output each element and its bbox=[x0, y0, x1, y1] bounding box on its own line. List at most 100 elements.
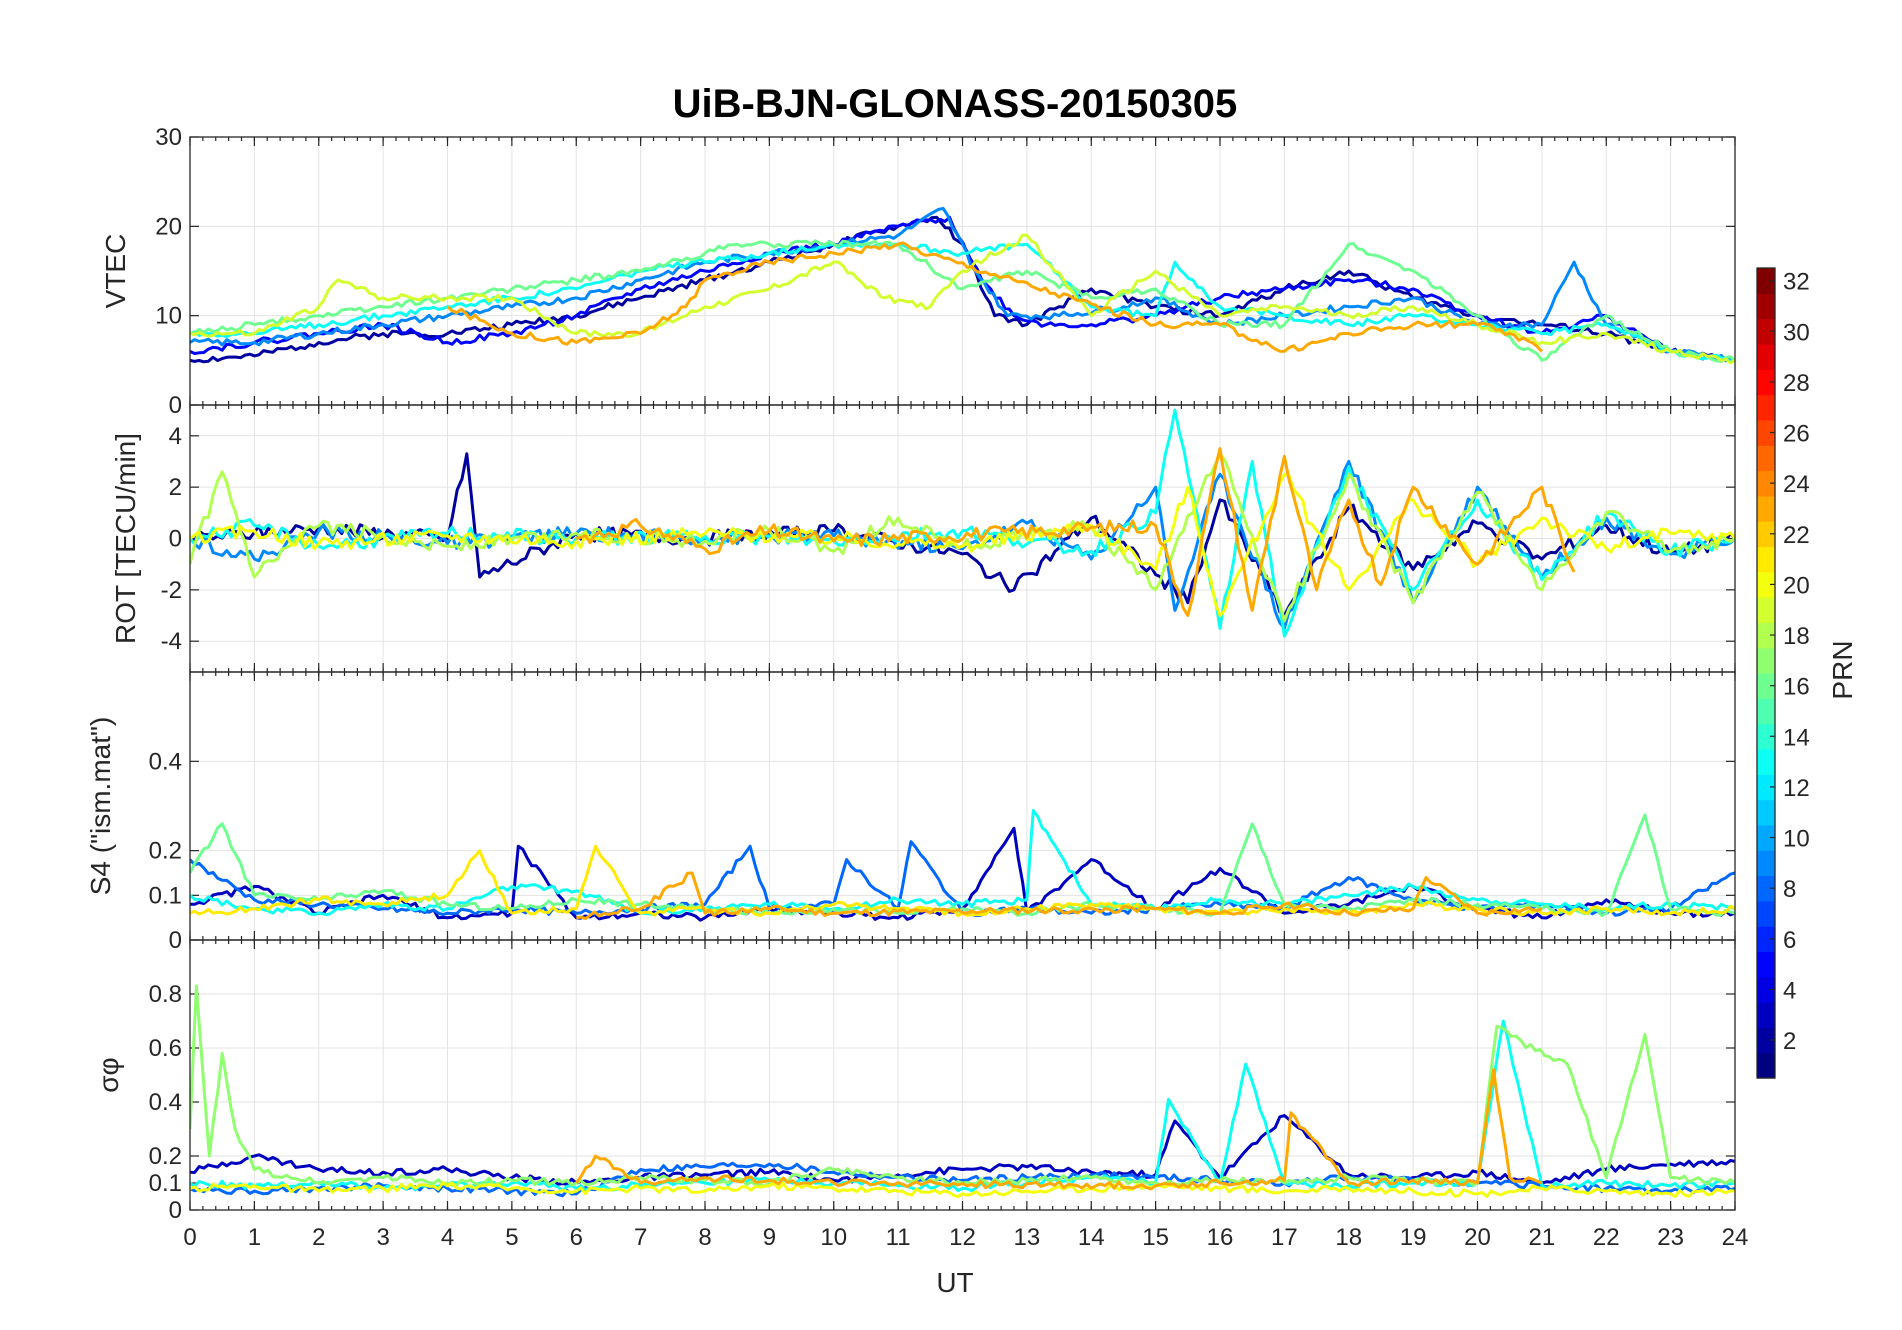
x-tick-label: 0 bbox=[183, 1224, 196, 1251]
colorbar-tick-label: 12 bbox=[1783, 775, 1810, 802]
y-tick-label: -4 bbox=[161, 628, 182, 655]
colorbar-segment bbox=[1757, 723, 1775, 750]
colorbar-segment bbox=[1757, 343, 1775, 370]
x-tick-label: 4 bbox=[441, 1224, 454, 1251]
panel-3: 0 0.1 0.2 0.4 S4 ("ism.mat") bbox=[85, 671, 1736, 954]
colorbar-segment bbox=[1757, 1002, 1775, 1028]
series-line-prn-9 bbox=[190, 460, 1735, 630]
colorbar-frame bbox=[1756, 267, 1776, 1079]
colorbar-tick-label: 6 bbox=[1783, 927, 1796, 954]
colorbar-segment bbox=[1757, 875, 1775, 902]
y-tick-label: 0 bbox=[169, 526, 182, 553]
x-tick-label: 21 bbox=[1529, 1224, 1556, 1251]
colorbar-segment bbox=[1757, 318, 1775, 345]
y-tick-label: 0 bbox=[169, 392, 182, 419]
x-tick-label: 9 bbox=[763, 1224, 776, 1251]
series-line-prn-20 bbox=[190, 1181, 1735, 1199]
colorbar-tick-label: 26 bbox=[1783, 421, 1810, 448]
colorbar-segment bbox=[1757, 774, 1775, 801]
colorbar-tick-label: 4 bbox=[1783, 977, 1796, 1004]
colorbar-segment bbox=[1757, 369, 1775, 396]
x-tick-label: 22 bbox=[1593, 1224, 1620, 1251]
colorbar-segment bbox=[1757, 419, 1775, 446]
colorbar-tick-label: 14 bbox=[1783, 724, 1810, 751]
x-tick-label: 11 bbox=[886, 1224, 911, 1251]
y-tick-label: 10 bbox=[155, 303, 182, 330]
y-tick-label: 0.4 bbox=[149, 748, 182, 775]
colorbar-segment bbox=[1757, 926, 1775, 953]
x-axis-label: UT bbox=[936, 1267, 973, 1298]
series-line-prn-13 bbox=[190, 408, 1735, 638]
y-tick-label: 0 bbox=[169, 1197, 182, 1224]
x-tick-label: 8 bbox=[698, 1224, 711, 1251]
x-tick-label: 5 bbox=[505, 1224, 518, 1251]
y-tick-label: 4 bbox=[169, 423, 182, 450]
colorbar-segment bbox=[1757, 1027, 1775, 1054]
colorbar-segment bbox=[1757, 470, 1775, 497]
colorbar-tick-label: 30 bbox=[1783, 319, 1810, 346]
colorbar-segment bbox=[1757, 951, 1775, 978]
y-axis-label: VTEC bbox=[100, 234, 131, 309]
x-tick-label: 17 bbox=[1271, 1224, 1298, 1251]
colorbar-tick-label: 20 bbox=[1783, 572, 1810, 599]
colorbar-segment bbox=[1757, 1052, 1775, 1079]
x-tick-label: 16 bbox=[1207, 1224, 1234, 1251]
y-tick-label: 0 bbox=[169, 927, 182, 954]
y-tick-label: 20 bbox=[155, 213, 182, 240]
x-tick-label: 13 bbox=[1014, 1224, 1041, 1251]
series-line-prn-23 bbox=[576, 871, 1543, 921]
panel-2: -4 -2 0 2 4 ROT [TECU/min] bbox=[110, 404, 1736, 673]
series-group bbox=[190, 809, 1735, 922]
panel-4: 00.10.2 0.4 0.6 0.8 σφ bbox=[93, 939, 1736, 1224]
colorbar-segment bbox=[1757, 521, 1775, 548]
y-tick-label: 0.1 bbox=[149, 882, 182, 909]
colorbar-segment bbox=[1757, 698, 1775, 725]
colorbar-tick-label: 32 bbox=[1783, 269, 1810, 296]
series-line-prn-2 bbox=[190, 452, 1735, 617]
x-tick-label: 15 bbox=[1142, 1224, 1169, 1251]
x-tick-label: 20 bbox=[1464, 1224, 1491, 1251]
colorbar-segment bbox=[1757, 900, 1775, 927]
series-group bbox=[190, 984, 1735, 1199]
series-line-prn-23 bbox=[575, 1068, 1543, 1191]
colorbar-segment bbox=[1757, 748, 1775, 775]
colorbar-segment bbox=[1757, 622, 1775, 649]
series-line-prn-16 bbox=[190, 813, 1735, 918]
colorbar-tick-label: 24 bbox=[1783, 471, 1810, 498]
y-axis-label: ROT [TECU/min] bbox=[110, 433, 141, 644]
colorbar-tick-label: 10 bbox=[1783, 826, 1810, 853]
series-line-prn-13 bbox=[190, 809, 1735, 917]
y-tick-label: 0.8 bbox=[149, 981, 182, 1008]
x-tick-label: 6 bbox=[570, 1224, 583, 1251]
y-axis-label: σφ bbox=[93, 1057, 124, 1092]
colorbar-segment bbox=[1757, 293, 1775, 320]
y-axis-label: S4 ("ism.mat") bbox=[85, 717, 116, 896]
colorbar-segment bbox=[1757, 546, 1775, 573]
colorbar-segment bbox=[1757, 799, 1775, 826]
x-tick-label: 10 bbox=[820, 1224, 847, 1251]
x-tick-label: 2 bbox=[312, 1224, 325, 1251]
colorbar-label: PRN bbox=[1827, 640, 1858, 699]
y-tick-label: 0.4 bbox=[149, 1089, 182, 1116]
series-line-prn-23 bbox=[575, 447, 1576, 617]
colorbar-segment bbox=[1757, 571, 1775, 598]
series-line-prn-23 bbox=[446, 241, 1543, 353]
colorbar-segment bbox=[1757, 445, 1775, 472]
y-tick-label: -2 bbox=[161, 577, 182, 604]
series-group bbox=[190, 408, 1735, 638]
colorbar-tick-label: 28 bbox=[1783, 370, 1810, 397]
y-tick-label: 0.2 bbox=[149, 838, 182, 865]
y-tick-label: 0.1 bbox=[149, 1170, 182, 1197]
colorbar-segment bbox=[1757, 495, 1775, 522]
x-tick-label: 3 bbox=[376, 1224, 389, 1251]
colorbar-tick-label: 2 bbox=[1783, 1028, 1796, 1055]
y-tick-label: 0.6 bbox=[149, 1035, 182, 1062]
x-axis: 0 1 2 3 4 5 6 7 8 9 10 11 12 13 14 15 16 17 18 19 20 21 22 23 24 bbox=[183, 1224, 1748, 1251]
chart-title: UiB-BJN-GLONASS-20150305 bbox=[673, 82, 1238, 126]
x-tick-label: 18 bbox=[1335, 1224, 1362, 1251]
x-tick-label: 14 bbox=[1078, 1224, 1105, 1251]
x-tick-label: 19 bbox=[1400, 1224, 1427, 1251]
